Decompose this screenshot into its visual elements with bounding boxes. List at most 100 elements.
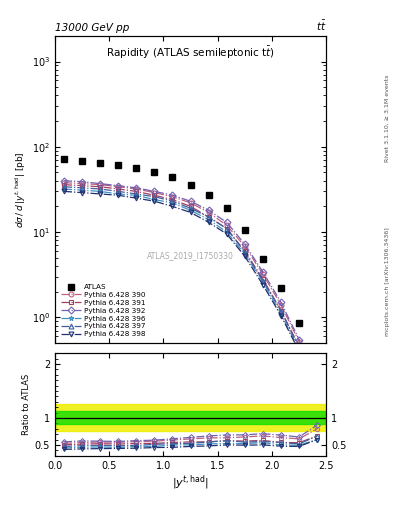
ATLAS xyxy=(62,156,66,162)
Text: $t\bar{t}$: $t\bar{t}$ xyxy=(316,19,326,33)
ATLAS xyxy=(224,205,229,211)
Pythia 6.428 392 xyxy=(297,336,301,343)
ATLAS xyxy=(152,168,157,175)
Pythia 6.428 390 xyxy=(80,181,84,187)
Y-axis label: $d\sigma\,/\,d\,|y^{t,\mathrm{had}}|$ [pb]: $d\sigma\,/\,d\,|y^{t,\mathrm{had}}|$ [p… xyxy=(13,151,28,228)
Pythia 6.428 396 xyxy=(116,191,121,197)
Pythia 6.428 391 xyxy=(242,248,247,254)
Pythia 6.428 398 xyxy=(134,195,139,201)
Pythia 6.428 390 xyxy=(152,189,157,196)
Pythia 6.428 397 xyxy=(98,186,103,192)
Pythia 6.428 398 xyxy=(206,219,211,225)
Pythia 6.428 396 xyxy=(315,403,320,410)
Pythia 6.428 392 xyxy=(98,181,103,187)
Pythia 6.428 392 xyxy=(188,198,193,204)
Pythia 6.428 390 xyxy=(206,209,211,216)
Pythia 6.428 390 xyxy=(261,271,265,278)
Pythia 6.428 396 xyxy=(188,207,193,214)
Pythia 6.428 391 xyxy=(62,182,66,188)
Pythia 6.428 398 xyxy=(170,203,175,209)
Legend: ATLAS, Pythia 6.428 390, Pythia 6.428 391, Pythia 6.428 392, Pythia 6.428 396, P: ATLAS, Pythia 6.428 390, Pythia 6.428 39… xyxy=(59,282,148,339)
Pythia 6.428 397 xyxy=(116,188,121,195)
Pythia 6.428 397 xyxy=(152,194,157,200)
Pythia 6.428 392 xyxy=(62,178,66,184)
Pythia 6.428 391 xyxy=(98,184,103,190)
Pythia 6.428 398 xyxy=(297,348,301,354)
Pythia 6.428 391 xyxy=(80,183,84,189)
Pythia 6.428 396 xyxy=(80,187,84,193)
Pythia 6.428 398 xyxy=(224,231,229,237)
Pythia 6.428 391 xyxy=(206,214,211,220)
Pythia 6.428 398 xyxy=(279,312,283,318)
Pythia 6.428 392 xyxy=(170,192,175,198)
Pythia 6.428 391 xyxy=(315,399,320,406)
Pythia 6.428 396 xyxy=(152,197,157,203)
Bar xyxy=(55,404,326,432)
ATLAS xyxy=(261,256,265,262)
Pythia 6.428 391 xyxy=(134,188,139,195)
Pythia 6.428 390 xyxy=(224,222,229,228)
Pythia 6.428 390 xyxy=(297,338,301,345)
Pythia 6.428 392 xyxy=(279,300,283,306)
Pythia 6.428 397 xyxy=(134,191,139,197)
Text: mcplots.cern.ch [arXiv:1306.3436]: mcplots.cern.ch [arXiv:1306.3436] xyxy=(385,227,389,336)
Pythia 6.428 398 xyxy=(98,191,103,197)
X-axis label: $|y^{t,\mathrm{had}}|$: $|y^{t,\mathrm{had}}|$ xyxy=(172,473,209,492)
Line: Pythia 6.428 392: Pythia 6.428 392 xyxy=(62,178,320,395)
ATLAS xyxy=(134,164,139,170)
Pythia 6.428 392 xyxy=(116,183,121,189)
Pythia 6.428 391 xyxy=(152,192,157,198)
Pythia 6.428 397 xyxy=(297,345,301,351)
Pythia 6.428 392 xyxy=(152,188,157,195)
ATLAS xyxy=(98,160,103,166)
Pythia 6.428 392 xyxy=(206,207,211,214)
Text: ATLAS_2019_I1750330: ATLAS_2019_I1750330 xyxy=(147,251,234,260)
Pythia 6.428 390 xyxy=(170,194,175,200)
Pythia 6.428 390 xyxy=(242,243,247,249)
Pythia 6.428 390 xyxy=(279,302,283,308)
Pythia 6.428 396 xyxy=(297,347,301,353)
Pythia 6.428 396 xyxy=(98,188,103,195)
Pythia 6.428 396 xyxy=(206,217,211,223)
Pythia 6.428 391 xyxy=(188,203,193,209)
Pythia 6.428 390 xyxy=(315,393,320,399)
Pythia 6.428 392 xyxy=(134,185,139,191)
Pythia 6.428 398 xyxy=(315,403,320,410)
Pythia 6.428 390 xyxy=(62,180,66,186)
Pythia 6.428 397 xyxy=(206,214,211,220)
Pythia 6.428 396 xyxy=(134,192,139,198)
ATLAS xyxy=(315,385,320,391)
Pythia 6.428 397 xyxy=(188,205,193,211)
Line: Pythia 6.428 397: Pythia 6.428 397 xyxy=(62,184,320,405)
Line: Pythia 6.428 391: Pythia 6.428 391 xyxy=(62,182,320,405)
Pythia 6.428 397 xyxy=(261,278,265,284)
Pythia 6.428 398 xyxy=(242,253,247,260)
Text: 13000 GeV pp: 13000 GeV pp xyxy=(55,23,129,33)
Pythia 6.428 396 xyxy=(62,186,66,192)
ATLAS xyxy=(297,321,301,327)
Pythia 6.428 391 xyxy=(261,276,265,282)
Pythia 6.428 392 xyxy=(261,269,265,275)
Pythia 6.428 391 xyxy=(224,225,229,231)
ATLAS xyxy=(206,192,211,198)
ATLAS xyxy=(242,227,247,233)
Pythia 6.428 396 xyxy=(242,251,247,258)
Pythia 6.428 392 xyxy=(80,179,84,185)
Pythia 6.428 392 xyxy=(224,219,229,225)
Pythia 6.428 396 xyxy=(170,200,175,206)
Pythia 6.428 391 xyxy=(279,308,283,314)
Pythia 6.428 398 xyxy=(152,198,157,204)
Pythia 6.428 391 xyxy=(116,186,121,192)
ATLAS xyxy=(116,161,121,167)
Y-axis label: Ratio to ATLAS: Ratio to ATLAS xyxy=(22,374,31,435)
Pythia 6.428 398 xyxy=(116,192,121,198)
Pythia 6.428 392 xyxy=(242,241,247,247)
Line: Pythia 6.428 390: Pythia 6.428 390 xyxy=(62,180,320,398)
Pythia 6.428 390 xyxy=(188,200,193,206)
Pythia 6.428 392 xyxy=(315,390,320,396)
Text: Rapidity (ATLAS semileptonic t$\bar{t}$): Rapidity (ATLAS semileptonic t$\bar{t}$) xyxy=(106,45,275,61)
Pythia 6.428 396 xyxy=(224,229,229,235)
Line: Pythia 6.428 398: Pythia 6.428 398 xyxy=(62,189,320,409)
Pythia 6.428 391 xyxy=(297,343,301,349)
Pythia 6.428 398 xyxy=(188,209,193,216)
